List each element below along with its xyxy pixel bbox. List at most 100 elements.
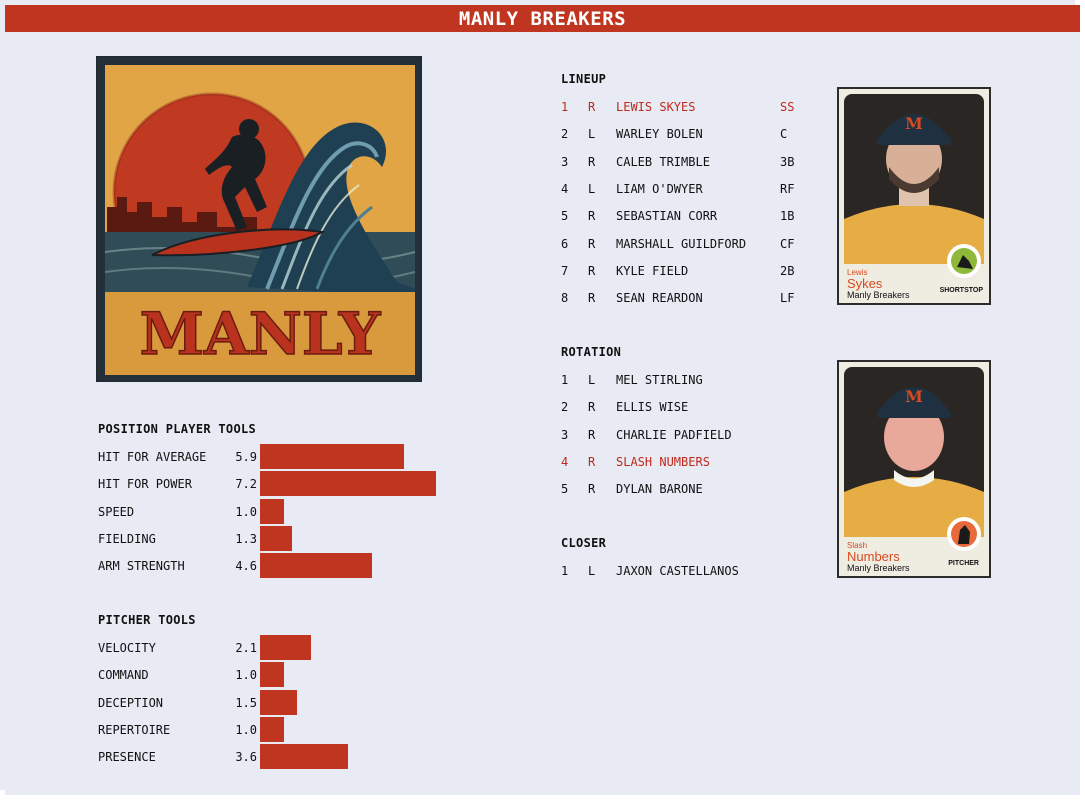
roster-name: SEAN REARDON [616,291,703,306]
roster-hand: L [588,564,596,578]
position-tools-heading: POSITION PLAYER TOOLS [98,422,257,436]
tool-label: DECEPTION [98,695,164,710]
roster-name: CALEB TRIMBLE [616,154,710,169]
roster-hand: R [588,154,596,169]
player-card-art: M [844,367,984,551]
tool-value: 7.2 [235,477,257,492]
tool-label: FIELDING [98,531,156,546]
roster-name: LIAM O'DWYER [616,181,703,196]
tool-bar [260,444,404,469]
team-title: MANLY BREAKERS [5,5,1080,32]
tool-value: 1.3 [235,531,257,546]
roster-hand: L [588,373,596,387]
roster-hand: R [588,291,596,306]
tool-bar [260,525,292,551]
roster-position: LF [780,291,795,306]
tool-label: HIT FOR POWER [98,477,192,492]
tool-bar [260,471,436,497]
roster-number: 3 [561,427,569,442]
tool-value: 4.6 [235,559,257,574]
roster-name: WARLEY BOLEN [616,127,703,142]
tool-bar [260,744,348,770]
player-card-numbers[interactable]: M Slash Numbers Manly Breakers PITCHER [837,360,991,578]
tool-value: 1.0 [235,504,257,519]
roster-hand: R [588,263,596,278]
roster-number: 3 [561,154,569,169]
roster-name: DYLAN BARONE [616,482,703,497]
tool-label: REPERTOIRE [98,722,171,737]
roster-name: KYLE FIELD [616,263,689,278]
team-logo: MANLY [96,56,422,382]
roster-position: SS [780,100,795,114]
tool-bar [260,498,284,524]
roster-number: 1 [561,564,569,578]
tool-value: 2.1 [235,641,257,655]
player-card-sykes[interactable]: M Lewis Sykes Manly Breakers SHORTSTOP [837,87,991,305]
roster-position: 1B [780,209,795,224]
tool-value: 1.0 [235,668,257,683]
roster-position: CF [780,236,795,251]
roster-name: SEBASTIAN CORR [616,209,718,224]
tool-bar [260,635,311,660]
lineup-heading: LINEUP [561,72,607,86]
rotation-heading: ROTATION [561,345,622,359]
card-first-name: Lewis [847,268,868,277]
roster-number: 1 [561,100,569,114]
tool-label: SPEED [98,504,135,519]
roster-hand: L [588,127,596,142]
card-position: PITCHER [948,560,979,567]
card-position: SHORTSTOP [939,287,983,294]
roster-hand: R [588,400,596,415]
pitcher-tools-heading: PITCHER TOOLS [98,613,196,627]
roster-name: SLASH NUMBERS [616,454,710,469]
tool-label: PRESENCE [98,750,156,765]
tool-bar [260,716,284,742]
card-first-name: Slash [847,541,868,550]
roster-position: C [780,127,788,142]
roster-position: 3B [780,154,795,169]
roster-name: MEL STIRLING [616,373,703,387]
roster-hand: R [588,454,596,469]
roster-number: 2 [561,127,569,142]
roster-position: 2B [780,263,795,278]
roster-number: 7 [561,263,569,278]
card-last-name: Sykes [847,276,883,291]
tool-bar [260,689,297,715]
card-last-name: Numbers [847,549,900,564]
logo-wordmark: MANLY [140,300,381,368]
tool-value: 1.0 [235,722,257,737]
cap-letter: M [905,387,923,406]
tool-value: 5.9 [235,450,257,464]
roster-hand: L [588,181,596,196]
roster-position: RF [780,181,795,196]
tool-bar [260,662,284,688]
closer-heading: CLOSER [561,536,607,550]
tool-value: 1.5 [235,695,257,710]
roster-name: LEWIS SKYES [616,100,696,114]
cap-letter: M [905,114,923,133]
roster-name: MARSHALL GUILDFORD [616,236,747,251]
roster-hand: R [588,100,596,114]
roster-hand: R [588,427,596,442]
roster-number: 8 [561,291,569,306]
roster-number: 4 [561,454,569,469]
tool-label: HIT FOR AVERAGE [98,450,207,464]
tool-bar [260,553,372,579]
roster-number: 5 [561,209,569,224]
roster-number: 6 [561,236,569,251]
logo-artwork: MANLY [97,57,421,381]
player-card-art: M [844,94,984,278]
roster-hand: R [588,209,596,224]
roster-number: 2 [561,400,569,415]
tool-label: ARM STRENGTH [98,559,185,574]
tool-label: VELOCITY [98,641,156,655]
card-team: Manly Breakers [847,290,910,300]
roster-hand: R [588,482,596,497]
roster-name: ELLIS WISE [616,400,689,415]
roster-number: 1 [561,373,569,387]
roster-name: CHARLIE PADFIELD [616,427,732,442]
roster-hand: R [588,236,596,251]
roster-name: JAXON CASTELLANOS [616,564,739,578]
roster-number: 5 [561,482,569,497]
tool-value: 3.6 [235,750,257,765]
